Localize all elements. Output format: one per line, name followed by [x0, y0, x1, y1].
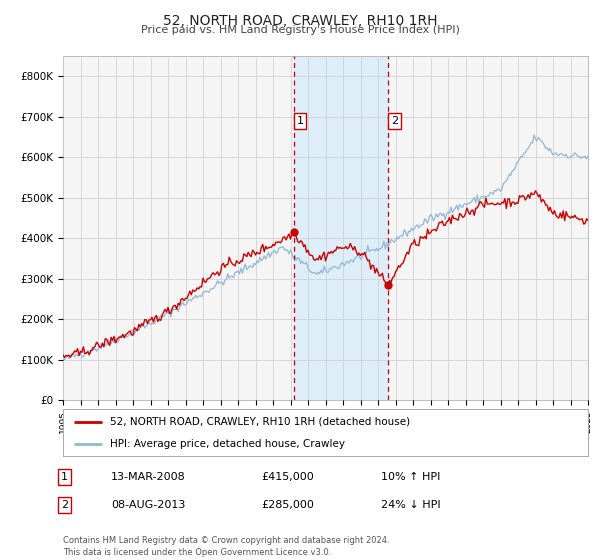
Text: 1: 1	[296, 116, 304, 126]
Text: 10% ↑ HPI: 10% ↑ HPI	[381, 472, 440, 482]
Text: 52, NORTH ROAD, CRAWLEY, RH10 1RH: 52, NORTH ROAD, CRAWLEY, RH10 1RH	[163, 14, 437, 28]
Bar	[294, 56, 388, 400]
Text: 52, NORTH ROAD, CRAWLEY, RH10 1RH (detached house): 52, NORTH ROAD, CRAWLEY, RH10 1RH (detac…	[110, 417, 410, 427]
Text: 2: 2	[61, 500, 68, 510]
Text: Contains HM Land Registry data © Crown copyright and database right 2024.
This d: Contains HM Land Registry data © Crown c…	[63, 536, 389, 557]
Text: 24% ↓ HPI: 24% ↓ HPI	[381, 500, 440, 510]
Text: HPI: Average price, detached house, Crawley: HPI: Average price, detached house, Craw…	[110, 438, 345, 449]
Text: 2: 2	[391, 116, 398, 126]
Text: 08-AUG-2013: 08-AUG-2013	[111, 500, 185, 510]
Text: £285,000: £285,000	[261, 500, 314, 510]
Text: 1: 1	[61, 472, 68, 482]
Text: 13-MAR-2008: 13-MAR-2008	[111, 472, 186, 482]
Text: £415,000: £415,000	[261, 472, 314, 482]
Text: Price paid vs. HM Land Registry's House Price Index (HPI): Price paid vs. HM Land Registry's House …	[140, 25, 460, 35]
